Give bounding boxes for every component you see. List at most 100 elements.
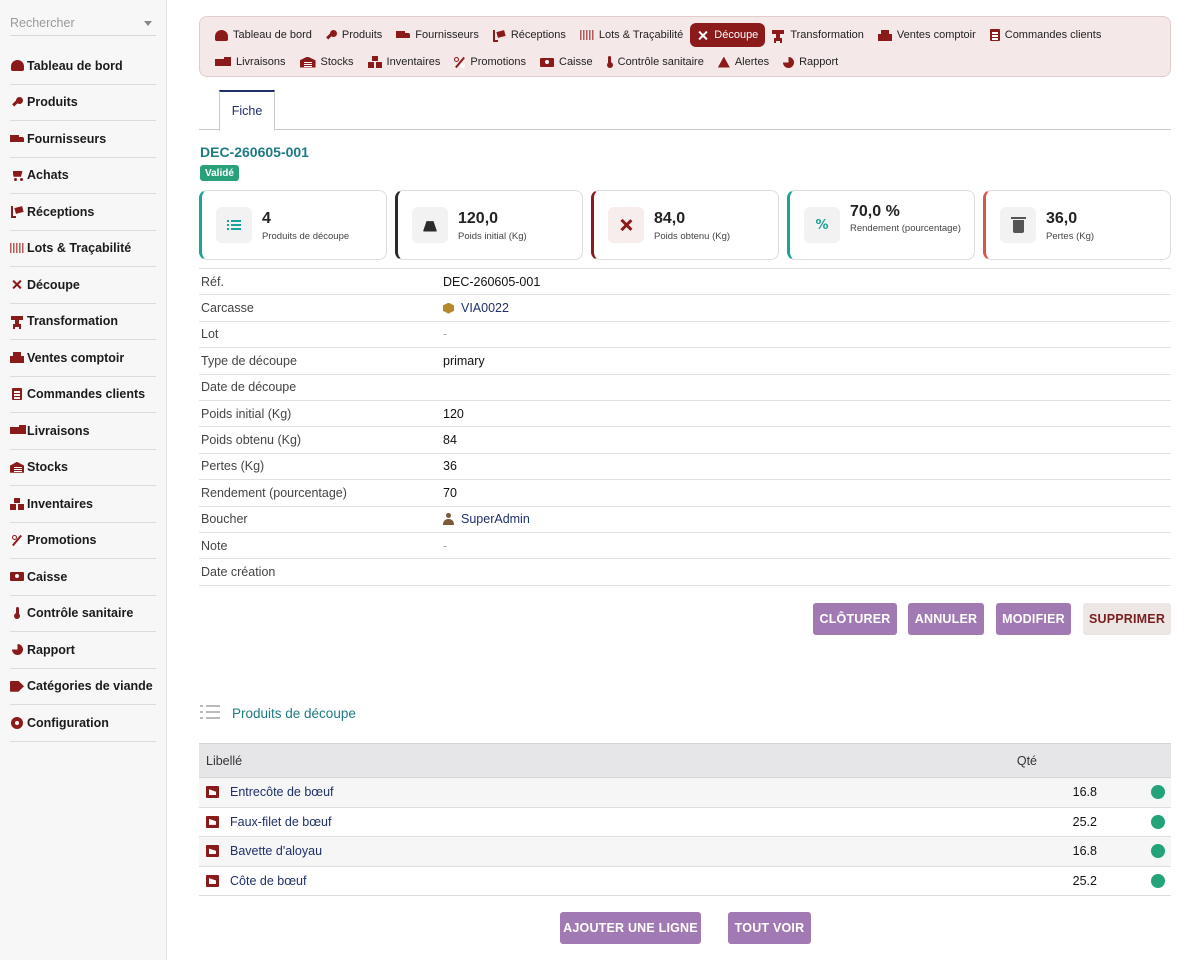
sidebar-item-label: Caisse [27,569,68,584]
add-line-button[interactable]: AJOUTER UNE LIGNE [560,912,701,944]
field-label: Carcasse [201,301,254,316]
search-input[interactable] [10,14,140,30]
sidebar-item-label: Stocks [27,460,68,475]
carcasse-value[interactable]: VIA0022 [461,301,509,316]
nav-item-decoupe[interactable]: Découpe [690,23,766,47]
sidebar-item-controle-sanitaire[interactable]: Contrôle sanitaire [10,596,156,632]
kpi-value: 120,0 [458,210,499,227]
field-label: Poids initial (Kg) [201,406,292,421]
nav-item-label: Rapport [799,56,839,68]
detail-row-lot: Lot - [199,322,1171,349]
nav-item-fournisseurs[interactable]: Fournisseurs [389,23,486,47]
sidebar-item-categories-de-viande[interactable]: Catégories de viande [10,669,156,705]
sidebar-item-promotions[interactable]: Promotions [10,523,156,559]
drumstick-icon [10,96,24,108]
kpi-label: Pertes (Kg) [1046,231,1095,242]
field-value: DEC-260605-001 [443,274,541,289]
close-record-button[interactable]: CLÔTURER [813,603,897,635]
sidebar-item-label: Fournisseurs [27,131,107,146]
detail-row-type: Type de découpe primary [199,348,1171,375]
sidebar-item-lots-tracabilite[interactable]: Lots & Traçabilité [10,231,156,267]
butcher-link[interactable]: SuperAdmin [443,512,530,526]
product-cell[interactable]: Entrecôte de bœuf [199,785,997,799]
product-cell[interactable]: Faux-filet de bœuf [199,815,997,829]
status-dot-icon [1151,785,1165,800]
delete-button[interactable]: SUPPRIMER [1083,603,1171,635]
nav-item-label: Contrôle sanitaire [617,56,704,68]
table-row: Entrecôte de bœuf 16.8 [199,778,1171,808]
sidebar-item-tableau-de-bord[interactable]: Tableau de bord [10,48,156,85]
top-nav-row-1: Tableau de bord Produits Fournisseurs Récep… [208,22,1162,48]
nav-item-controle-sanitaire[interactable]: Contrôle sanitaire [600,50,711,74]
product-link[interactable]: Côte de bœuf [230,874,307,889]
cart-icon [10,169,24,181]
search-box[interactable] [10,14,156,36]
nav-item-label: Découpe [714,29,759,41]
detail-table: Réf. DEC-260605-001 Carcasse VIA0022 Lot… [199,268,1171,586]
nav-item-stocks[interactable]: Stocks [293,50,361,74]
sidebar-item-label: Produits [27,95,78,110]
sidebar-item-produits[interactable]: Produits [10,85,156,121]
field-label: Poids obtenu (Kg) [201,433,302,448]
nav-item-alertes[interactable]: Alertes [711,50,776,74]
butcher-value[interactable]: SuperAdmin [461,512,530,527]
sidebar-item-achats[interactable]: Achats [10,158,156,194]
sidebar-item-rapport[interactable]: Rapport [10,632,156,669]
product-cell[interactable]: Côte de bœuf [199,874,997,888]
nav-item-caisse[interactable]: Caisse [533,50,600,74]
sidebar-item-caisse[interactable]: Caisse [10,559,156,596]
sidebar-item-label: Livraisons [27,423,90,438]
column-header-qty[interactable]: Qté [1016,753,1037,768]
top-navigation: Tableau de bord Produits Fournisseurs Récep… [199,16,1171,77]
nav-item-inventaires[interactable]: Inventaires [361,50,448,74]
sidebar-item-fournisseurs[interactable]: Fournisseurs [10,121,156,158]
warehouse-icon [10,461,24,473]
product-link[interactable]: Entrecôte de bœuf [230,785,334,800]
kpi-label: Produits de découpe [262,231,350,242]
sidebar-item-decoupe[interactable]: Découpe [10,267,156,304]
sidebar-item-inventaires[interactable]: Inventaires [10,486,156,523]
nav-item-tableau-de-bord[interactable]: Tableau de bord [208,23,319,47]
kpi-label: Rendement (pourcentage) [850,223,961,234]
sidebar-item-stocks[interactable]: Stocks [10,450,156,486]
thermometer-icon [10,607,24,620]
nav-item-commandes-clients[interactable]: Commandes clients [983,23,1109,47]
edit-button[interactable]: MODIFIER [996,603,1071,635]
nav-item-rapport[interactable]: Rapport [776,50,845,74]
kpi-value: 84,0 [654,210,686,227]
cancel-button[interactable]: ANNULER [908,603,984,635]
sidebar-item-livraisons[interactable]: Livraisons [10,413,156,450]
field-label: Lot [201,327,219,342]
barcode-icon [10,242,24,254]
sidebar-item-receptions[interactable]: Réceptions [10,194,156,231]
see-all-button[interactable]: TOUT VOIR [728,912,811,944]
product-cell[interactable]: Bavette d'aloyau [199,844,997,858]
column-header-label[interactable]: Libellé [206,753,243,768]
nav-item-promotions[interactable]: Promotions [447,50,533,74]
nav-item-label: Commandes clients [1004,29,1102,41]
money-icon [540,57,554,67]
field-value: 70 [443,485,457,500]
nav-item-lots-tracabilite[interactable]: Lots & Traçabilité [573,23,690,47]
product-link[interactable]: Faux-filet de bœuf [230,814,332,829]
nav-item-transformation[interactable]: Transformation [765,23,871,47]
detail-row-yield: Rendement (pourcentage) 70 [199,480,1171,507]
sidebar-item-configuration[interactable]: Configuration [10,705,156,742]
carcasse-link[interactable]: VIA0022 [443,301,509,315]
nav-item-livraisons[interactable]: Livraisons [208,50,293,74]
product-link[interactable]: Bavette d'aloyau [230,844,323,859]
nav-item-produits[interactable]: Produits [319,23,389,47]
sidebar-item-transformation[interactable]: Transformation [10,304,156,340]
tab-fiche[interactable]: Fiche [219,90,275,131]
cash-register-icon [877,29,892,41]
nav-item-ventes-comptoir[interactable]: Ventes comptoir [871,23,983,47]
sidebar-item-label: Découpe [27,277,80,292]
sidebar-item-label: Réceptions [27,204,95,219]
sidebar-item-label: Tableau de bord [27,58,123,73]
sidebar-item-label: Inventaires [27,496,94,511]
sidebar-item-ventes-comptoir[interactable]: Ventes comptoir [10,340,156,377]
chevron-down-icon[interactable] [144,21,152,26]
alert-icon [717,56,730,68]
nav-item-receptions[interactable]: Réceptions [486,23,573,47]
sidebar-item-commandes-clients[interactable]: Commandes clients [10,377,156,413]
